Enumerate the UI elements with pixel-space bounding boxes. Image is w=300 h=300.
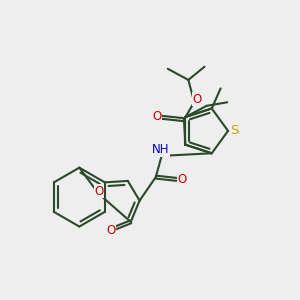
Text: O: O xyxy=(106,224,115,237)
Text: O: O xyxy=(193,93,202,106)
Text: O: O xyxy=(152,110,161,123)
Text: O: O xyxy=(94,185,104,198)
Text: NH: NH xyxy=(152,143,170,157)
Text: O: O xyxy=(178,173,187,186)
Text: S: S xyxy=(230,124,239,137)
